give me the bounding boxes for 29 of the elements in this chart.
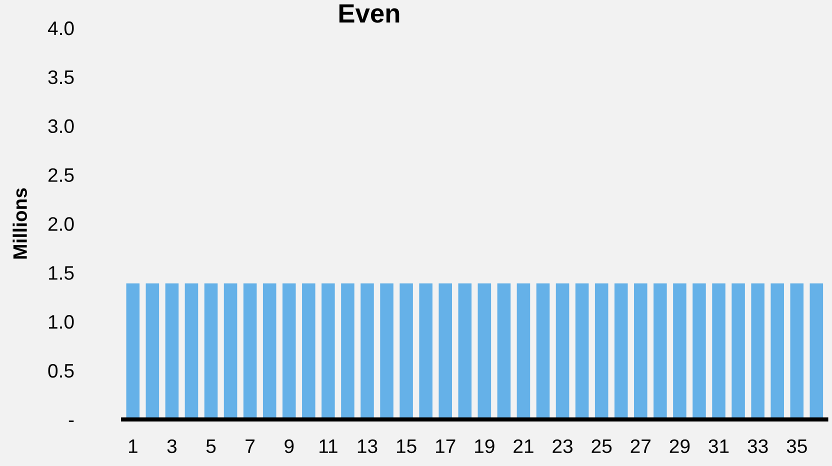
x-tick-label: 1 [128,440,138,453]
y-tick-label: 2.5 [48,168,74,182]
x-tick-label: 17 [436,440,456,453]
x-tick-label: 35 [786,439,807,454]
y-tick-label: 1.5 [48,266,74,280]
y-tick-label: 3.5 [48,70,74,84]
x-tick-label: 27 [630,439,650,453]
y-axis-title: Millions [12,188,27,259]
y-tick-label: 2.0 [48,217,74,231]
chart-title: Even [339,4,400,23]
x-tick-label: 15 [396,440,416,454]
x-tick-label: 31 [708,439,729,454]
x-tick-label: 23 [552,439,572,454]
x-tick-label: 11 [320,440,338,453]
y-tick-label: 1.0 [48,315,74,329]
y-tick-label: 4.0 [48,21,74,36]
x-tick-label: 7 [246,440,255,453]
x-tick-label: 3 [167,439,177,454]
x-tick-label: 9 [284,439,294,454]
x-tick-label: 21 [514,439,534,453]
x-tick-label: 25 [592,439,612,454]
y-tick-label: 3.0 [48,119,74,134]
x-tick-label: 5 [206,440,216,454]
x-tick-label: 13 [358,439,378,454]
y-tick-label: - [68,420,74,422]
x-tick-label: 29 [670,439,690,454]
y-tick-label: 0.5 [48,364,74,378]
x-tick-label: 19 [475,439,494,454]
x-tick-label: 33 [748,439,768,454]
